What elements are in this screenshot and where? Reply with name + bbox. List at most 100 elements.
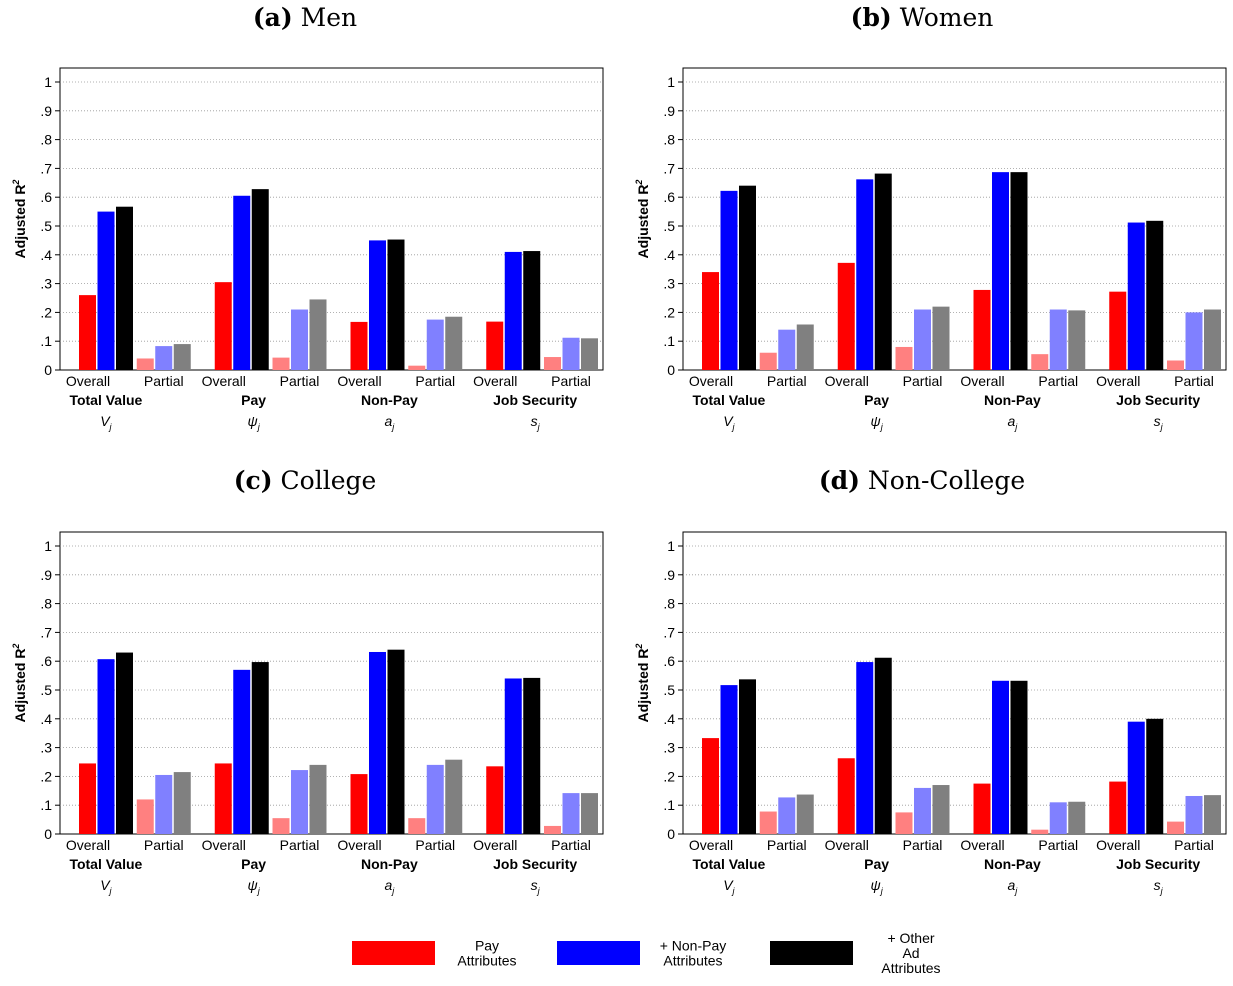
bar (1204, 795, 1221, 834)
y-tick-label: .8 (40, 132, 52, 148)
group-label: Pay (864, 392, 889, 408)
bar (79, 763, 96, 834)
legend-label: Ad (902, 945, 919, 961)
bar (544, 825, 561, 834)
x-tick-label: Partial (903, 373, 943, 389)
y-tick-label: 1 (44, 538, 52, 554)
legend-swatch (557, 941, 640, 965)
bar (486, 766, 504, 834)
bar (251, 662, 269, 834)
bar (759, 811, 777, 834)
legend-label: + Non-Pay (660, 938, 727, 954)
y-tick-label: .4 (40, 247, 52, 263)
bar (914, 309, 931, 370)
bar (562, 337, 580, 370)
group-symbol: Vj (100, 413, 112, 432)
y-tick-label: 1 (667, 74, 675, 90)
y-tick-label: .4 (663, 247, 675, 263)
bar (214, 763, 232, 834)
y-tick-label: .2 (40, 768, 52, 784)
x-tick-label: Partial (767, 373, 807, 389)
bar (856, 179, 874, 370)
bar (796, 324, 814, 370)
bar (1127, 222, 1145, 370)
y-tick-label: .7 (663, 160, 675, 176)
y-tick-label: .5 (40, 682, 52, 698)
bar (523, 677, 541, 834)
x-tick-label: Overall (66, 837, 110, 853)
bar (581, 338, 598, 370)
y-axis-label: Adjusted R2 (11, 644, 28, 723)
bar (291, 770, 308, 834)
bar (796, 794, 814, 834)
bar (426, 764, 444, 834)
bar (544, 357, 561, 370)
x-tick-label: Partial (903, 837, 943, 853)
bar (581, 793, 598, 834)
chart-panel: (d) Non-College 0 .1 .2 .3 .4 .5 .6 .7 .8 .9 1 Adjus… (634, 466, 1227, 896)
x-tick-label: Partial (1038, 373, 1078, 389)
y-tick-label: .6 (663, 189, 675, 205)
bar (445, 759, 463, 834)
bar (1204, 309, 1221, 370)
group-symbol: Vj (723, 413, 735, 432)
bar (1031, 354, 1049, 370)
bar (759, 352, 777, 370)
x-tick-label: Overall (337, 373, 381, 389)
bar (778, 797, 796, 834)
bar (426, 319, 444, 370)
group-label: Non-Pay (361, 856, 418, 872)
group-symbol: ψj (871, 877, 884, 896)
group-symbol: ψj (248, 413, 261, 432)
y-tick-label: 0 (667, 362, 675, 378)
bar (837, 758, 855, 834)
bar (350, 774, 368, 834)
y-tick-label: .7 (663, 624, 675, 640)
y-tick-label: 0 (667, 826, 675, 842)
panel-title: (a) Men (253, 3, 357, 32)
bar (116, 206, 133, 370)
bar (173, 344, 191, 370)
y-tick-label: .6 (40, 653, 52, 669)
y-tick-label: .7 (40, 624, 52, 640)
bar (309, 299, 327, 370)
bar (562, 793, 580, 834)
x-tick-label: Partial (1038, 837, 1078, 853)
bar (874, 657, 892, 834)
y-tick-label: .1 (40, 333, 52, 349)
y-tick-label: .1 (663, 797, 675, 813)
bar (1109, 291, 1127, 370)
x-tick-label: Overall (202, 373, 246, 389)
bar (387, 239, 405, 370)
group-symbol: sj (531, 877, 541, 896)
y-tick-label: .4 (40, 711, 52, 727)
bar (408, 365, 426, 370)
bar (369, 651, 386, 834)
x-tick-label: Overall (473, 373, 517, 389)
panel-title: (b) Women (851, 3, 994, 32)
bar (155, 346, 173, 370)
y-tick-label: .9 (663, 567, 675, 583)
y-tick-label: .8 (663, 596, 675, 612)
bar (387, 649, 405, 834)
y-tick-label: .8 (40, 596, 52, 612)
y-tick-label: .3 (40, 276, 52, 292)
group-label: Pay (864, 856, 889, 872)
group-label: Total Value (69, 856, 142, 872)
bar (932, 306, 950, 370)
group-label: Non-Pay (984, 392, 1041, 408)
y-tick-label: .3 (663, 276, 675, 292)
bar (856, 662, 874, 834)
group-label: Pay (241, 392, 266, 408)
group-label: Job Security (1116, 856, 1200, 872)
x-tick-label: Overall (337, 837, 381, 853)
legend-label: Pay (475, 938, 499, 954)
bar (309, 764, 327, 834)
x-tick-label: Overall (825, 373, 869, 389)
x-tick-label: Overall (825, 837, 869, 853)
bar (214, 282, 232, 370)
bar (523, 251, 541, 370)
y-tick-label: .9 (40, 567, 52, 583)
bar (136, 358, 154, 370)
x-tick-label: Overall (960, 837, 1004, 853)
